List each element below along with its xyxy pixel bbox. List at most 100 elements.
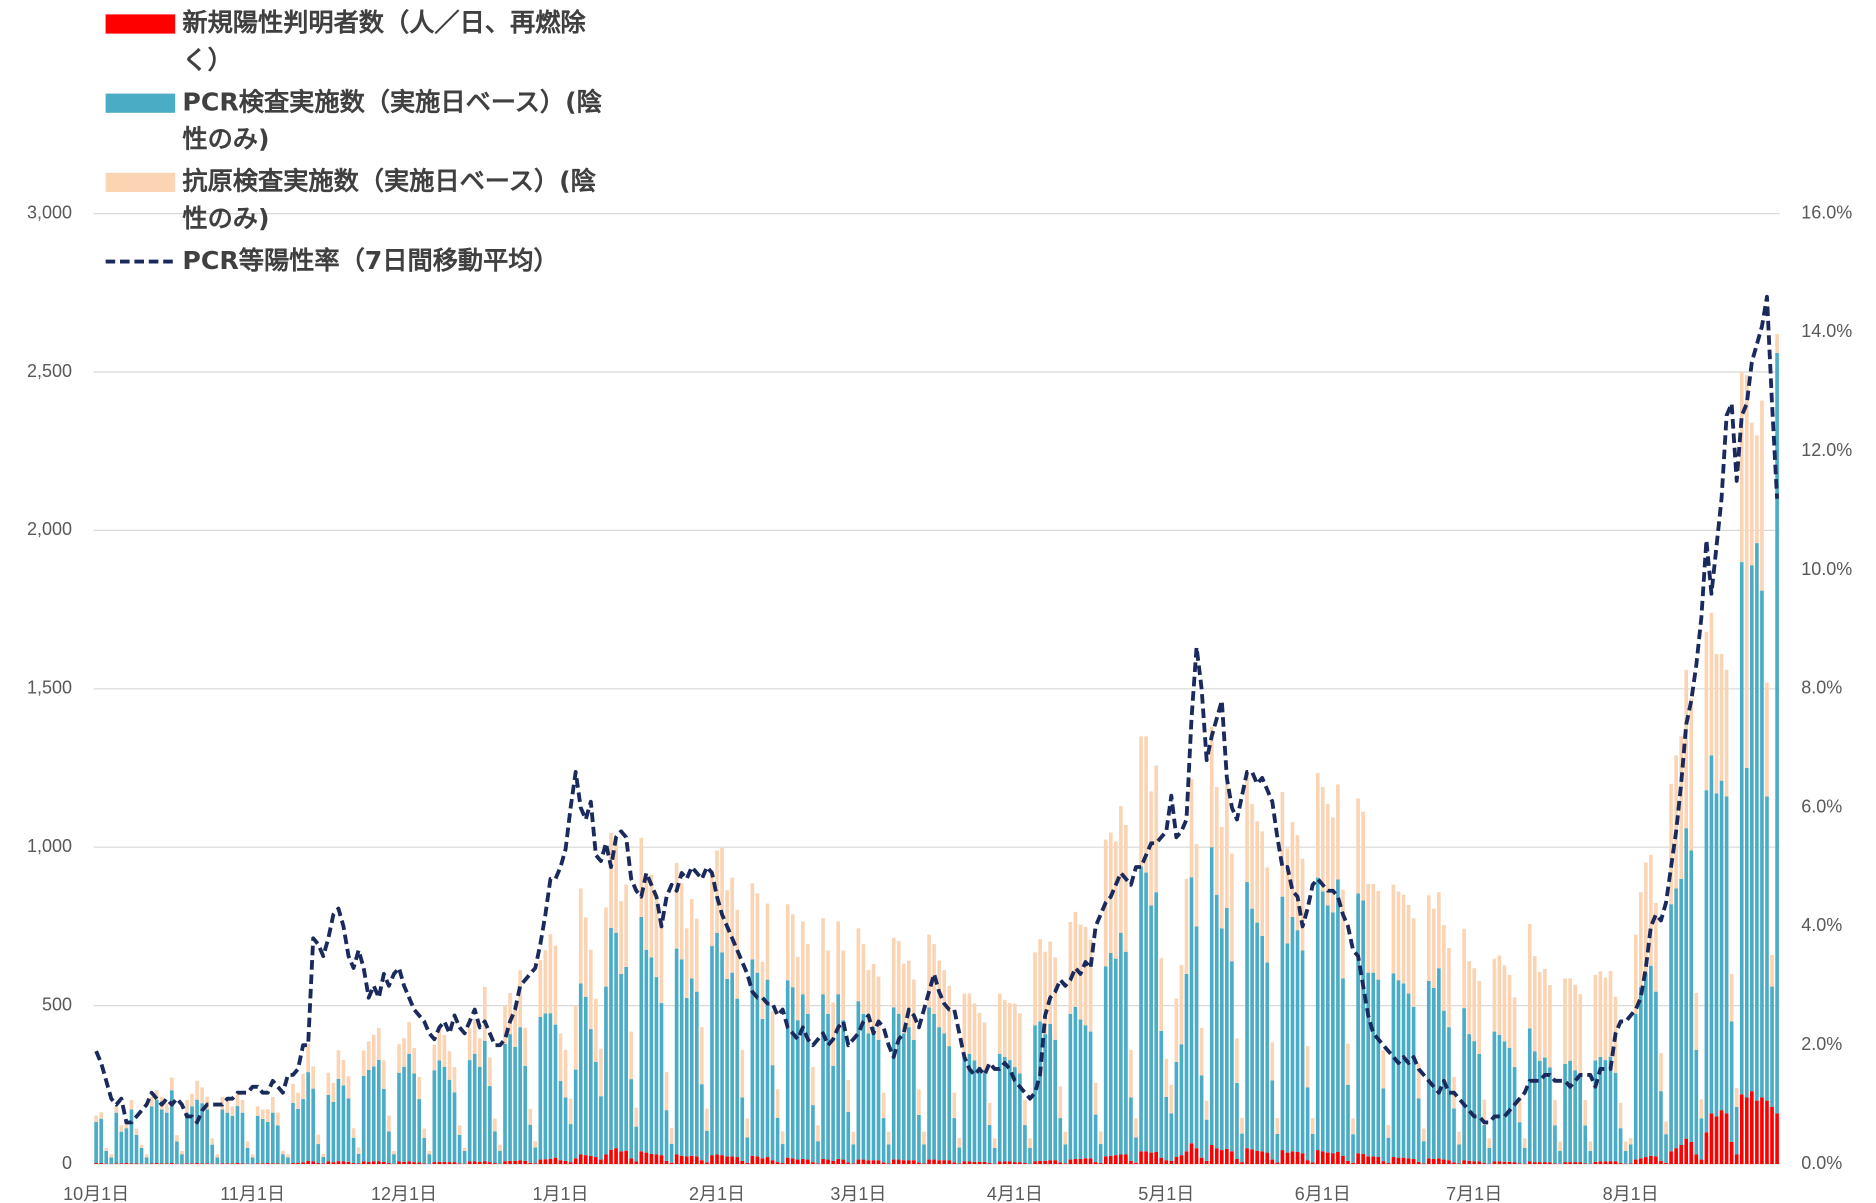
bar-segment bbox=[947, 1046, 952, 1161]
bar-segment bbox=[144, 1157, 149, 1164]
bar-segment bbox=[609, 927, 613, 1150]
bar-segment bbox=[896, 1159, 901, 1164]
bar-segment bbox=[866, 1033, 871, 1161]
bar-segment bbox=[1437, 1158, 1441, 1164]
bar-segment bbox=[1219, 826, 1224, 929]
bar-segment bbox=[876, 1039, 881, 1161]
bar-segment bbox=[1765, 796, 1769, 1101]
bar-segment bbox=[1058, 1118, 1063, 1163]
bar-segment bbox=[1770, 986, 1774, 1107]
bar-segment bbox=[1073, 911, 1078, 1007]
bar-segment bbox=[927, 1159, 931, 1164]
bar-segment bbox=[770, 1011, 775, 1066]
bar-segment bbox=[886, 1144, 891, 1164]
bar-segment bbox=[790, 1158, 795, 1164]
bar-segment bbox=[1053, 1039, 1058, 1161]
bar-segment bbox=[1058, 1086, 1063, 1119]
bar-segment bbox=[1033, 952, 1037, 1026]
y-tick-label: 1,500 bbox=[27, 678, 72, 698]
bar-segment bbox=[649, 957, 654, 1154]
bar-segment bbox=[366, 1069, 371, 1162]
bar-segment bbox=[1018, 1073, 1022, 1163]
bar-segment bbox=[896, 940, 901, 1014]
bar-segment bbox=[1699, 1118, 1704, 1160]
bar-segment bbox=[1023, 1163, 1027, 1164]
bar-segment bbox=[1219, 1150, 1224, 1164]
bar-segment bbox=[170, 1163, 174, 1164]
bar-segment bbox=[876, 976, 881, 1040]
bar-segment bbox=[1381, 1050, 1386, 1089]
bar-segment bbox=[134, 1128, 139, 1135]
bar-segment bbox=[589, 949, 593, 1030]
bar-segment bbox=[119, 1131, 124, 1164]
bar-segment bbox=[1230, 853, 1234, 962]
bar-segment bbox=[508, 1034, 512, 1161]
x-tick-label: 6月1日 bbox=[1295, 1184, 1351, 1202]
bar-segment bbox=[1659, 1053, 1663, 1092]
bar-segment bbox=[195, 1099, 199, 1164]
bar-segment bbox=[493, 1163, 497, 1164]
bar-segment bbox=[1654, 902, 1658, 992]
bar-segment bbox=[1038, 939, 1042, 1022]
bar-segment bbox=[1124, 951, 1128, 1155]
bar-segment bbox=[1225, 908, 1229, 1149]
bar-segment bbox=[1315, 877, 1320, 1151]
bar-segment bbox=[730, 972, 734, 1157]
bar-segment bbox=[114, 1112, 119, 1164]
bar-segment bbox=[997, 993, 1002, 1054]
bar-segment bbox=[629, 1079, 634, 1159]
bar-segment bbox=[1018, 1162, 1022, 1164]
bar-segment bbox=[518, 1027, 522, 1161]
bar-segment bbox=[1613, 1072, 1618, 1162]
bar-segment bbox=[488, 1086, 492, 1163]
bar-segment bbox=[578, 1154, 583, 1164]
bar-segment bbox=[1452, 1108, 1456, 1163]
bar-segment bbox=[1169, 1084, 1174, 1114]
bar-segment bbox=[260, 1119, 265, 1164]
bar-segment bbox=[715, 850, 719, 933]
bar-segment bbox=[846, 1080, 851, 1112]
bar-segment bbox=[553, 1024, 558, 1158]
bar-segment bbox=[1573, 1070, 1577, 1163]
bar-segment bbox=[1053, 1160, 1058, 1164]
bar-segment bbox=[265, 1121, 270, 1164]
bar-segment bbox=[1194, 844, 1199, 927]
bar-segment bbox=[568, 1124, 573, 1163]
bar-segment bbox=[543, 950, 548, 1014]
bar-segment bbox=[1497, 1034, 1502, 1162]
y2-tick-label: 0.0% bbox=[1801, 1153, 1842, 1173]
bar-segment bbox=[745, 1137, 750, 1163]
bar-segment bbox=[1709, 1113, 1714, 1164]
bar-segment bbox=[1174, 998, 1179, 1062]
bar-segment bbox=[1250, 908, 1254, 1150]
bar-segment bbox=[1462, 928, 1466, 1009]
bar-segment bbox=[1699, 1099, 1704, 1119]
bar-segment bbox=[1214, 894, 1219, 1149]
bar-segment bbox=[629, 1031, 634, 1080]
bar-segment bbox=[957, 1147, 962, 1164]
bar-segment bbox=[331, 1101, 336, 1163]
bar-segment bbox=[735, 998, 740, 1158]
bar-segment bbox=[634, 1126, 639, 1162]
bar-segment bbox=[604, 986, 608, 1155]
bar-segment bbox=[417, 1162, 422, 1164]
bar-segment bbox=[109, 1154, 114, 1158]
bar-segment bbox=[604, 907, 608, 987]
bar-segment bbox=[785, 1157, 790, 1164]
bar-segment bbox=[245, 1141, 250, 1148]
bar-segment bbox=[376, 1028, 381, 1060]
bar-segment bbox=[1553, 1125, 1557, 1164]
bar-segment bbox=[154, 1163, 159, 1164]
bar-segment bbox=[735, 1157, 740, 1164]
bar-segment bbox=[1396, 980, 1401, 1158]
bar-segment bbox=[296, 1162, 300, 1164]
bar-segment bbox=[1270, 1159, 1275, 1164]
bar-segment bbox=[1527, 1161, 1532, 1164]
bar-segment bbox=[614, 932, 618, 1149]
bar-segment bbox=[841, 1159, 846, 1164]
bar-segment bbox=[1124, 825, 1128, 952]
bar-segment bbox=[488, 1057, 492, 1087]
bar-segment bbox=[1593, 1060, 1598, 1162]
bar-segment bbox=[159, 1109, 164, 1164]
